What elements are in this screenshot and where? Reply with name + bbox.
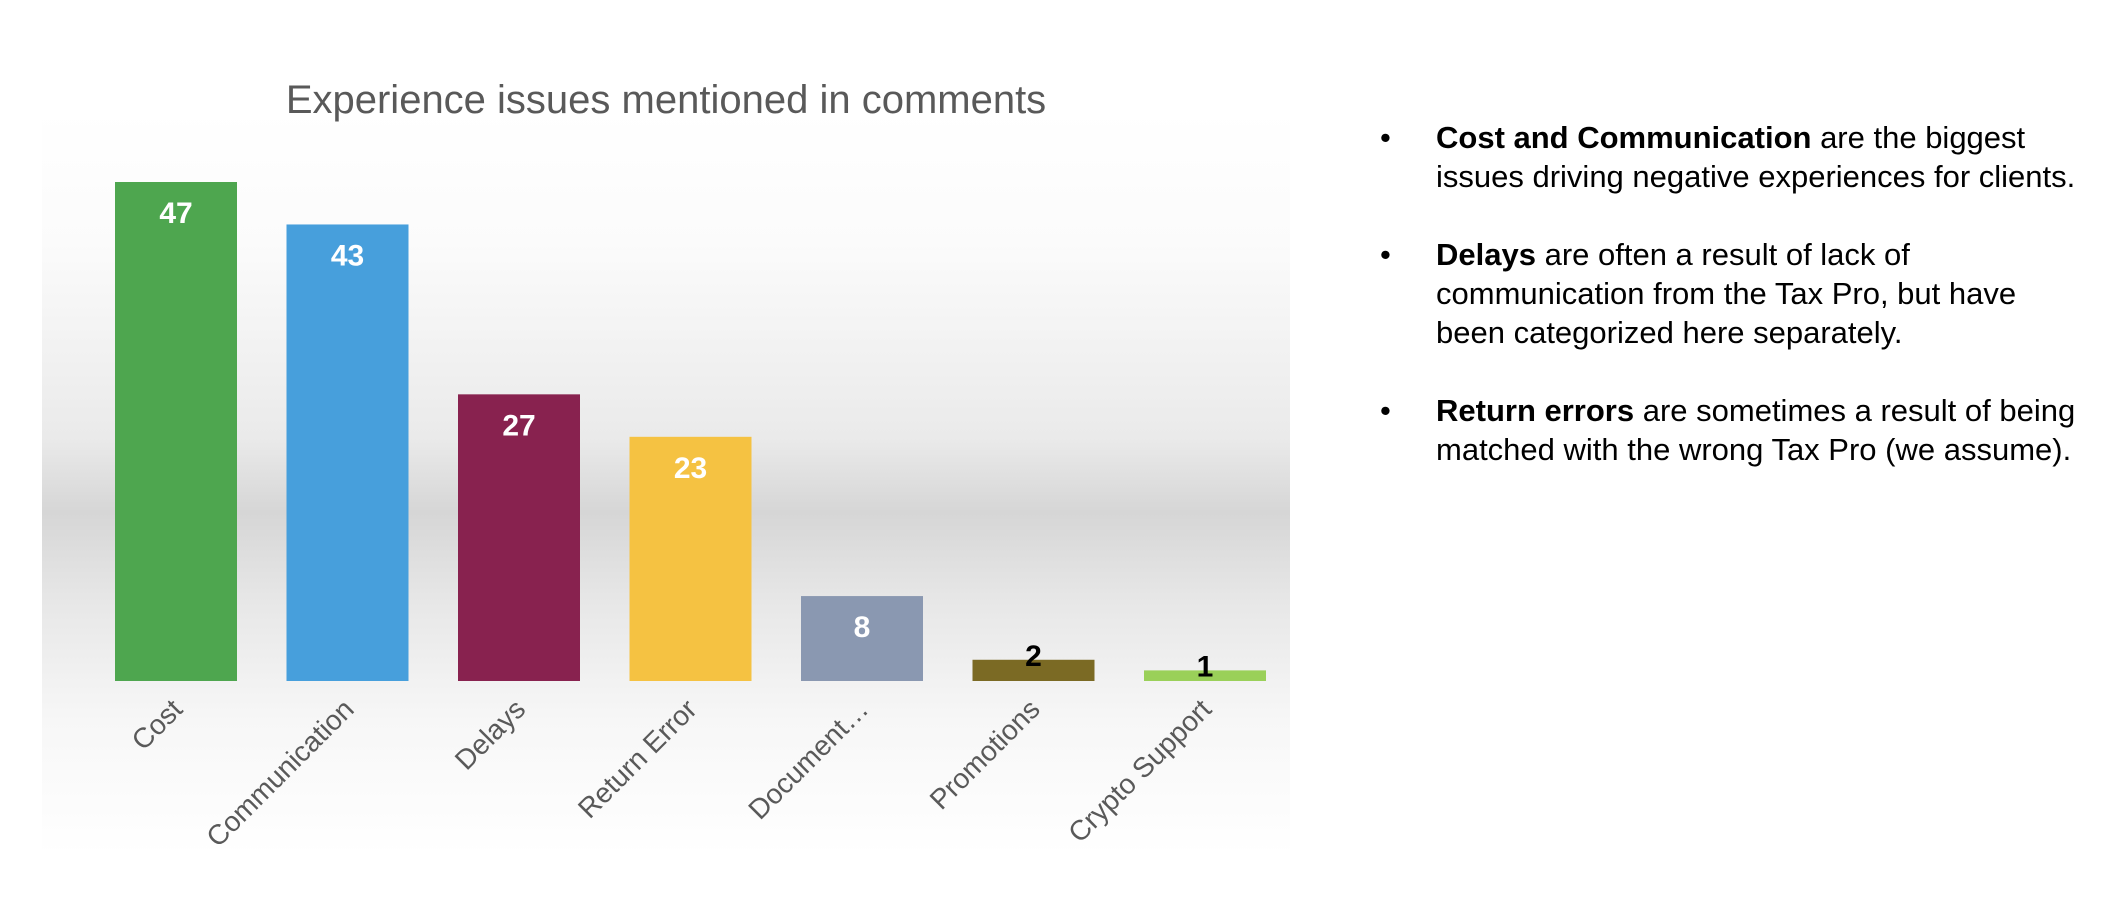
note-text: are often a result of lack of communicat… — [1436, 237, 2017, 350]
tick-label: Promotions — [924, 693, 1046, 815]
bar-return-error — [629, 436, 752, 681]
bar-crypto-support — [1144, 670, 1266, 681]
note-text: are the biggest issues driving negative … — [1436, 120, 2076, 194]
data-label: 47 — [159, 197, 192, 230]
bullet-marker: • — [1380, 393, 1391, 428]
note-item: • Cost and Communication are the biggest … — [1380, 118, 2080, 196]
tick-label: Document… — [742, 693, 874, 825]
bar-promotions — [972, 659, 1095, 681]
note-emphasis: Cost and Communication — [1436, 120, 1812, 155]
note-item: • Delays are often a result of lack of co… — [1380, 235, 2080, 352]
note-text: are sometimes a result of being matched … — [1436, 393, 2076, 467]
bullet-marker: • — [1380, 120, 1391, 155]
bar-communication — [286, 224, 409, 681]
bar-cost — [115, 182, 237, 681]
data-label: 1 — [1197, 650, 1214, 683]
bar-document — [801, 596, 923, 681]
bar-delays — [458, 394, 580, 681]
category-labels-layer: Cost Communication Delays Return Error Docum… — [126, 693, 1218, 853]
tick-label: Delays — [449, 693, 531, 775]
bar-chart: 47 43 27 23 8 2 1 Cost Communication Delays Retur… — [115, 182, 1266, 853]
chart-title: Experience issues mentioned in comments — [285, 78, 1047, 122]
tick-label: Return Error — [572, 693, 703, 824]
notes-list: • Cost and Communication are the biggest … — [1380, 118, 2080, 508]
tick-label: Crypto Support — [1062, 693, 1217, 848]
bars-layer — [115, 182, 1266, 681]
bullet-marker: • — [1380, 237, 1391, 272]
value-labels-layer: 47 43 27 23 8 2 1 — [159, 197, 1213, 683]
data-label: 23 — [674, 452, 707, 485]
data-label: 43 — [331, 239, 364, 272]
data-label: 27 — [502, 409, 535, 442]
note-emphasis: Delays — [1436, 237, 1536, 272]
note-emphasis: Return errors — [1436, 393, 1635, 428]
tick-label: Cost — [126, 693, 189, 756]
data-label: 2 — [1025, 640, 1042, 673]
data-label: 8 — [854, 611, 871, 644]
tick-label: Communication — [200, 693, 359, 852]
note-item: • Return errors are sometimes a result of… — [1380, 391, 2080, 469]
